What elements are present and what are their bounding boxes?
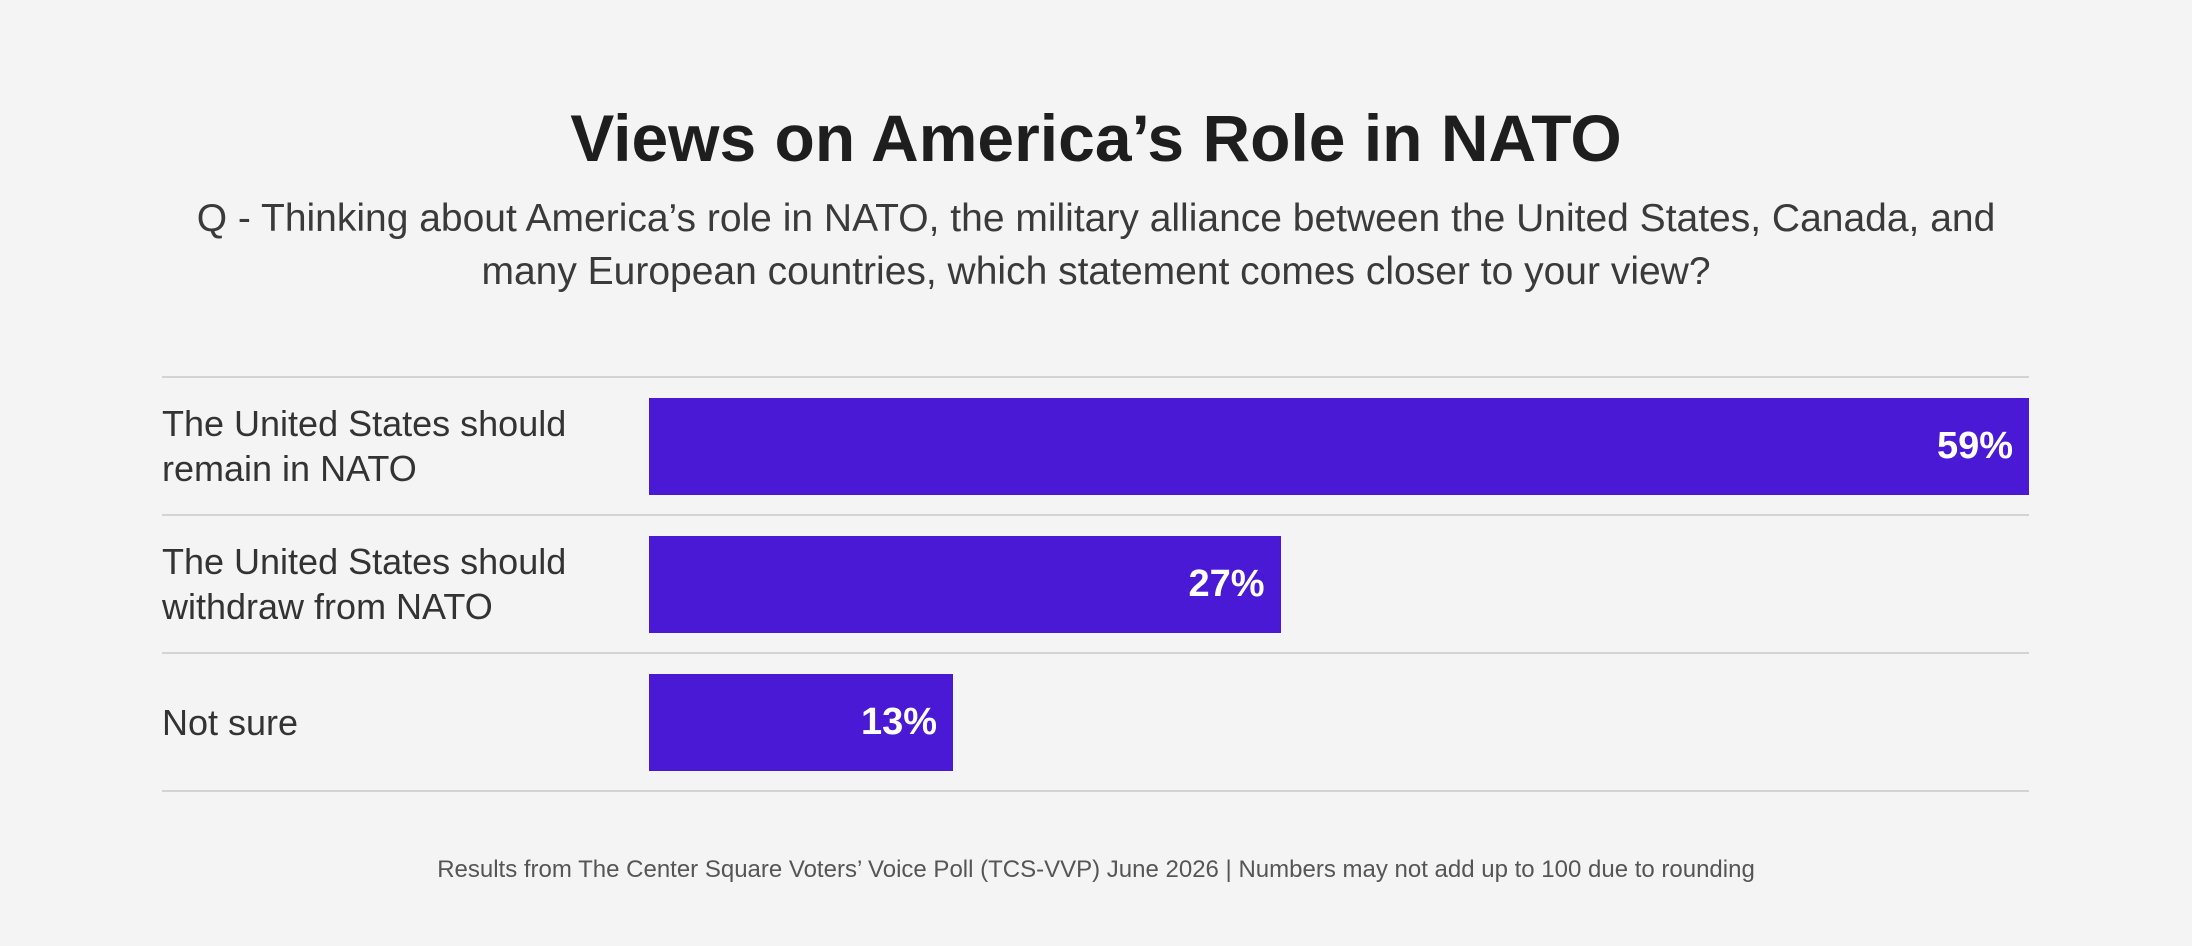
category-label: The United States should remain in NATO (162, 403, 567, 489)
bar: 13% (649, 674, 954, 771)
separator (162, 376, 2029, 378)
chart-title: Views on America’s Role in NATO (570, 101, 1622, 175)
bar: 27% (649, 536, 1281, 633)
value-label: 27% (1188, 563, 1265, 605)
footer-note: Results from The Center Square Voters’ V… (437, 856, 1755, 883)
chart-subtitle: Q - Thinking about America’s role in NAT… (196, 197, 1996, 293)
bar: 59% (649, 398, 2029, 495)
separator (162, 514, 2029, 516)
category-label: Not sure (162, 701, 299, 743)
value-label: 59% (1936, 425, 2013, 467)
value-label: 13% (861, 701, 938, 743)
separator (162, 652, 2029, 654)
category-label: The United States should withdraw from N… (162, 541, 567, 627)
separator (162, 790, 2029, 792)
